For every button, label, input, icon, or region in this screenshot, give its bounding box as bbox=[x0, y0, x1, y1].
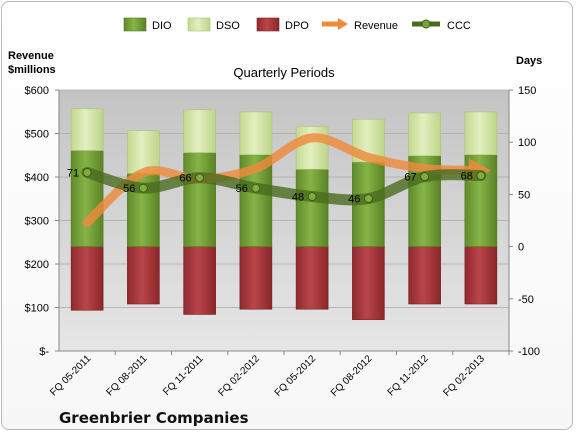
chart-frame: 71 56 66 56 48 46 67 68 $- $100 $200 $300 $400 $500 $… bbox=[1, 1, 573, 430]
left-axis-tick-label: $200 bbox=[25, 259, 49, 271]
x-axis-tick-label: FQ 02-2013 bbox=[441, 353, 487, 399]
x-axis-tick-label: FQ 08-2011 bbox=[105, 353, 150, 398]
ccc-point bbox=[420, 172, 430, 182]
ccc-data-label: 66 bbox=[179, 173, 191, 185]
bar-dpo bbox=[70, 246, 104, 311]
left-axis-tick-label: $600 bbox=[25, 85, 49, 97]
bar-dso bbox=[408, 112, 441, 157]
bar-dpo bbox=[295, 246, 329, 310]
right-axis-tick-label: 150 bbox=[518, 85, 536, 97]
legend-label-dio: DIO bbox=[152, 20, 172, 32]
bar-dio bbox=[183, 152, 216, 247]
right-axis-tick-label: 50 bbox=[518, 189, 530, 201]
legend-swatch-dpo bbox=[256, 17, 280, 32]
x-axis-tick-label: FQ 11-2011 bbox=[161, 353, 206, 398]
ccc-data-label: 46 bbox=[348, 194, 360, 206]
x-axis-tick-label: FQ 05-2011 bbox=[48, 353, 93, 398]
x-axis-tick-label: FQ 08-2012 bbox=[329, 353, 375, 399]
bar-dso bbox=[295, 126, 329, 170]
bar-dso bbox=[239, 111, 273, 156]
bar-dpo bbox=[183, 246, 216, 315]
bar-dio bbox=[70, 150, 104, 247]
left-axis-tick-label: $100 bbox=[25, 303, 49, 315]
ccc-line bbox=[81, 166, 487, 206]
ccc-point bbox=[307, 191, 317, 201]
legend-label-ccc: CCC bbox=[447, 20, 471, 32]
right-axis-tick-label: -100 bbox=[518, 346, 540, 358]
ccc-point bbox=[195, 173, 205, 183]
bar-dso bbox=[183, 109, 216, 153]
legend-label-dso: DSO bbox=[216, 20, 240, 32]
right-axis-label: Days bbox=[516, 55, 542, 67]
ccc-point bbox=[82, 167, 92, 177]
x-axis-tick-label: FQ 05-2012 bbox=[273, 353, 319, 399]
left-axis-label-line2: $millions bbox=[8, 64, 56, 76]
revenue-line bbox=[82, 133, 476, 228]
legend-swatch-revenue bbox=[322, 18, 348, 30]
bar-dio bbox=[295, 169, 329, 247]
bar-dso bbox=[464, 111, 498, 156]
left-axis-tick-label: $400 bbox=[25, 172, 49, 184]
ccc-point bbox=[363, 194, 373, 204]
bar-dpo bbox=[127, 246, 160, 305]
company-name: Greenbrier Companies bbox=[59, 409, 249, 427]
left-axis-tick-label: $500 bbox=[25, 129, 49, 141]
bar-dso bbox=[70, 108, 104, 151]
x-axis-tick-label: FQ 11-2012 bbox=[386, 353, 431, 398]
ccc-data-label: 56 bbox=[123, 183, 135, 195]
right-axis-tick-label: -50 bbox=[518, 294, 534, 306]
ccc-point bbox=[476, 171, 486, 181]
right-axis-tick-label: 100 bbox=[518, 137, 536, 149]
ccc-point bbox=[138, 183, 148, 193]
left-axis-tick-label: $- bbox=[39, 346, 49, 358]
right-axis-tick-label: 0 bbox=[518, 242, 524, 254]
legend-swatch-ccc bbox=[412, 19, 440, 29]
bar-dpo bbox=[239, 246, 273, 310]
legend-label-revenue: Revenue bbox=[354, 20, 398, 32]
ccc-data-label: 71 bbox=[67, 167, 79, 179]
bar-dpo bbox=[408, 246, 441, 305]
legend-label-dpo: DPO bbox=[285, 20, 309, 32]
legend-swatch-dso bbox=[187, 17, 211, 32]
ccc-point bbox=[251, 183, 261, 193]
left-axis-tick-label: $300 bbox=[25, 216, 49, 228]
bar-dpo bbox=[464, 246, 498, 305]
x-axis-tick-label: FQ 02-2012 bbox=[216, 353, 262, 399]
chart-title: Quarterly Periods bbox=[233, 65, 335, 80]
legend: DIO DSO DPO Revenue CCC bbox=[123, 17, 471, 32]
legend-swatch-dio bbox=[123, 17, 147, 32]
ccc-data-label: 67 bbox=[404, 172, 416, 184]
ccc-data-label: 56 bbox=[236, 183, 248, 195]
bar-dpo bbox=[352, 246, 385, 320]
left-axis-label-line1: Revenue bbox=[8, 50, 54, 62]
ccc-data-label: 48 bbox=[292, 191, 304, 203]
ccc-data-label: 68 bbox=[461, 171, 473, 183]
